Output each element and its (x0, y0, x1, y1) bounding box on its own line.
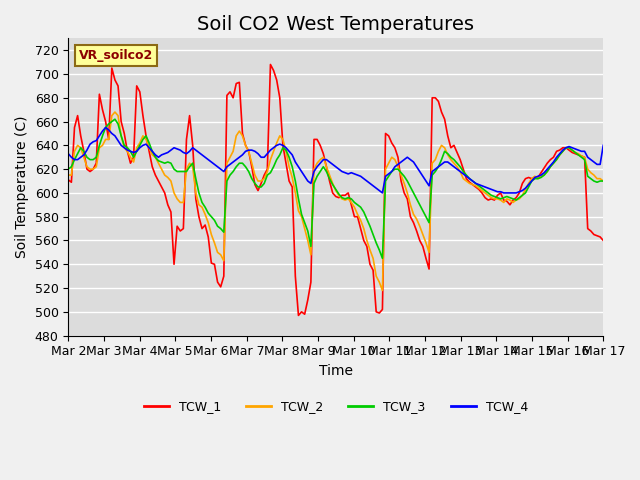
TCW_4 (547, 163, 554, 168)
TCW_1 (600, 238, 607, 243)
TCW_1 (267, 61, 275, 67)
TCW_4 (379, 190, 387, 196)
Legend: TCW_1, TCW_2, TCW_3, TCW_4: TCW_1, TCW_2, TCW_3, TCW_4 (139, 396, 532, 419)
TCW_4 (65, 151, 72, 156)
Title: Soil CO2 West Temperatures: Soil CO2 West Temperatures (197, 15, 474, 34)
TCW_2 (360, 226, 367, 231)
TCW_4 (360, 176, 367, 181)
TCW_4 (264, 151, 271, 156)
TCW_1 (294, 312, 302, 318)
Line: TCW_1: TCW_1 (68, 64, 604, 315)
TCW_1 (363, 243, 371, 249)
TCW_2 (65, 172, 72, 178)
TCW_1 (65, 177, 72, 183)
TCW_3 (379, 255, 387, 261)
TCW_1 (478, 190, 486, 196)
TCW_2 (379, 288, 387, 293)
TCW_4 (600, 143, 607, 148)
TCW_2 (326, 172, 333, 178)
TCW_2 (264, 168, 271, 174)
TCW_4 (478, 183, 486, 189)
TCW_4 (460, 171, 467, 177)
TCW_2 (478, 188, 486, 193)
TCW_1 (460, 166, 467, 172)
TCW_3 (65, 166, 72, 172)
TCW_4 (326, 159, 333, 165)
TCW_3 (547, 164, 554, 169)
Line: TCW_2: TCW_2 (68, 112, 604, 290)
Y-axis label: Soil Temperature (C): Soil Temperature (C) (15, 116, 29, 258)
TCW_1 (547, 157, 554, 163)
TCW_2 (547, 164, 554, 169)
X-axis label: Time: Time (319, 364, 353, 378)
TCW_3 (264, 172, 271, 178)
Line: TCW_4: TCW_4 (68, 128, 604, 193)
TCW_2 (111, 109, 119, 115)
TCW_2 (460, 176, 467, 181)
Text: VR_soilco2: VR_soilco2 (79, 49, 153, 62)
TCW_1 (329, 190, 337, 196)
TCW_3 (326, 176, 333, 181)
TCW_3 (600, 178, 607, 184)
TCW_4 (102, 125, 109, 131)
TCW_3 (460, 168, 467, 174)
TCW_3 (111, 116, 119, 122)
TCW_3 (360, 209, 367, 215)
TCW_2 (600, 178, 607, 184)
Line: TCW_3: TCW_3 (68, 119, 604, 258)
TCW_1 (260, 172, 268, 178)
TCW_3 (478, 185, 486, 191)
